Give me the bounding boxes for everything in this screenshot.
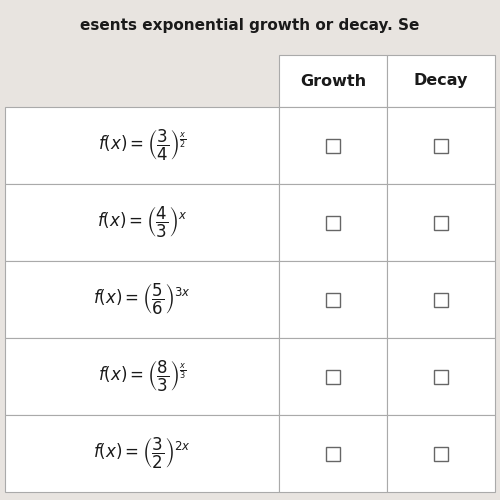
Bar [5,261,280,338]
Bar [387,338,495,415]
Bar [434,138,448,152]
Bar [5,107,280,184]
Text: $f(x)=\left(\dfrac{3}{2}\right)^{2x}$: $f(x)=\left(\dfrac{3}{2}\right)^{2x}$ [94,436,191,471]
Bar [387,184,495,261]
Bar [5,415,280,492]
Bar [5,184,280,261]
Bar [387,55,495,107]
Text: Growth: Growth [300,74,366,88]
Bar [326,292,340,306]
Bar [280,261,387,338]
Bar [434,292,448,306]
Text: $f(x)=\left(\dfrac{4}{3}\right)^{x}$: $f(x)=\left(\dfrac{4}{3}\right)^{x}$ [97,205,188,240]
Bar [434,446,448,460]
Bar [387,261,495,338]
Bar [280,338,387,415]
Bar [5,338,280,415]
Text: esents exponential growth or decay. Se: esents exponential growth or decay. Se [80,18,419,33]
Bar [326,370,340,384]
Bar [326,446,340,460]
Bar [280,415,387,492]
Bar [280,184,387,261]
Bar [326,216,340,230]
Bar [280,107,387,184]
Bar [387,415,495,492]
Bar [280,55,387,107]
Bar [387,107,495,184]
Bar [434,216,448,230]
Bar [434,370,448,384]
Text: $f(x)=\left(\dfrac{8}{3}\right)^{\frac{x}{3}}$: $f(x)=\left(\dfrac{8}{3}\right)^{\frac{x… [98,359,186,394]
Text: Decay: Decay [414,74,469,88]
Bar [326,138,340,152]
Text: $f(x)=\left(\dfrac{3}{4}\right)^{\frac{x}{2}}$: $f(x)=\left(\dfrac{3}{4}\right)^{\frac{x… [98,128,186,163]
Text: $f(x)=\left(\dfrac{5}{6}\right)^{3x}$: $f(x)=\left(\dfrac{5}{6}\right)^{3x}$ [94,282,191,317]
